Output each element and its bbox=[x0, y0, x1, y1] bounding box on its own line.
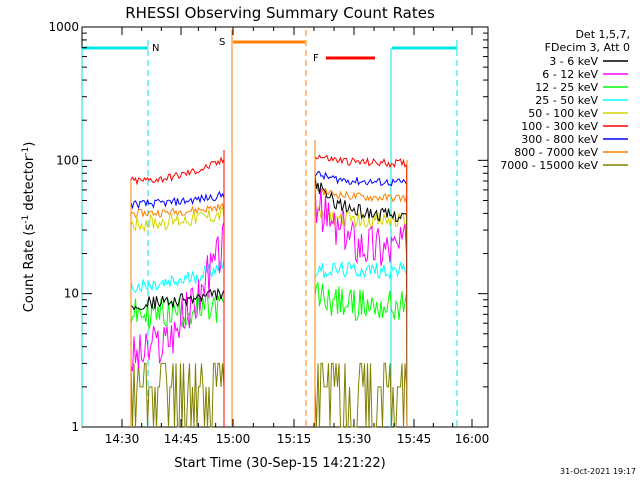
y-tick-label: 1 bbox=[71, 420, 79, 434]
data-layer: N S F bbox=[81, 30, 458, 428]
series-line bbox=[130, 293, 225, 427]
flag-label-s: S bbox=[219, 37, 225, 48]
series-line bbox=[314, 260, 408, 428]
y-tick-label: 10 bbox=[64, 287, 79, 301]
legend-label: 6 - 12 keV bbox=[542, 68, 598, 81]
legend-header-2: FDecim 3, Att 0 bbox=[545, 41, 630, 54]
series-line bbox=[130, 287, 225, 427]
legend-label: 25 - 50 keV bbox=[535, 94, 598, 107]
axis-layer: 14:30 14:45 15:00 15:15 15:30 15:45 16:00 1 10 10… bbox=[48, 20, 489, 446]
x-tick-label: 15:30 bbox=[337, 432, 372, 446]
series-line bbox=[130, 362, 225, 428]
series-line bbox=[314, 184, 408, 428]
series-line bbox=[130, 206, 225, 427]
series-line bbox=[314, 174, 408, 428]
legend-label: 800 - 7000 keV bbox=[514, 146, 598, 159]
legend-label: 7000 - 15000 keV bbox=[500, 159, 598, 172]
footer-timestamp: 31-Oct-2021 19:17 bbox=[560, 467, 636, 476]
series-line bbox=[130, 156, 225, 427]
x-tick-label: 14:30 bbox=[105, 432, 140, 446]
series-line bbox=[314, 181, 408, 428]
y-axis-label: Count Rate (s-1 detector-1) bbox=[21, 142, 37, 313]
x-tick-label: 15:45 bbox=[397, 432, 432, 446]
series-line bbox=[314, 281, 408, 428]
chart-title: RHESSI Observing Summary Count Rates bbox=[125, 4, 435, 22]
series-line bbox=[314, 154, 408, 428]
series-line bbox=[314, 171, 408, 428]
flag-label-f: F bbox=[313, 53, 319, 64]
legend-label: 100 - 300 keV bbox=[521, 120, 598, 133]
x-tick-label: 15:15 bbox=[277, 432, 312, 446]
series-line bbox=[130, 190, 225, 427]
legend-label: 300 - 800 keV bbox=[521, 133, 598, 146]
y-tick-label: 100 bbox=[56, 153, 79, 167]
x-tick-label: 16:00 bbox=[455, 432, 490, 446]
legend-label: 12 - 25 keV bbox=[535, 81, 598, 94]
x-axis-label: Start Time (30-Sep-15 14:21:22) bbox=[174, 456, 385, 471]
y-tick-label: 1000 bbox=[48, 20, 79, 34]
x-tick-label: 14:45 bbox=[164, 432, 199, 446]
flag-label-n: N bbox=[152, 43, 159, 54]
legend-header-1: Det 1,5,7, bbox=[575, 28, 630, 41]
series-line bbox=[130, 222, 225, 427]
series-line bbox=[130, 259, 225, 427]
series-line bbox=[314, 362, 408, 428]
x-tick-label: 15:00 bbox=[216, 432, 251, 446]
legend-label: 50 - 100 keV bbox=[528, 107, 598, 120]
legend-label: 3 - 6 keV bbox=[549, 55, 598, 68]
